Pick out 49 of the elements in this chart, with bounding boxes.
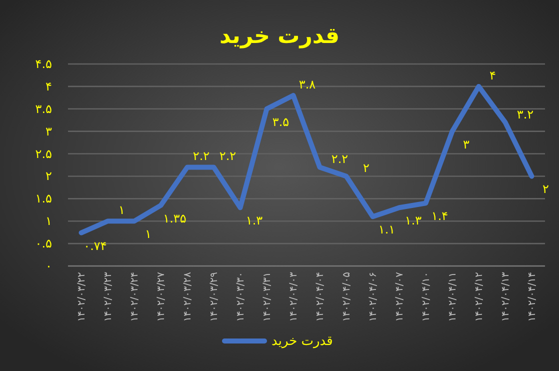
data-label: ۳.۸: [298, 77, 316, 92]
data-label: ۲.۲: [192, 149, 210, 164]
x-tick-label: ۱۴۰۲/۰۴/۱۲: [474, 272, 485, 322]
y-tick-label: ۰.۵: [35, 236, 52, 251]
data-label: ۱: [118, 203, 125, 218]
y-tick-label: ۳: [46, 124, 53, 138]
data-label: ۳: [463, 137, 470, 152]
data-label: ۱.۱: [378, 222, 396, 237]
data-label: ۲.۲: [219, 149, 236, 164]
x-tick-label: ۱۴۰۲/۰۴/۱۱: [447, 272, 458, 322]
data-label: ۱.۴: [431, 209, 448, 224]
data-label: ۰.۷۴: [84, 238, 107, 253]
y-tick-label: ۴.۵: [35, 57, 52, 71]
x-tick-label: ۱۴۰۲/۰۴/۰۴: [314, 272, 326, 322]
data-label: ۳.۲: [516, 107, 534, 122]
y-tick-label: ۱: [46, 214, 52, 228]
x-tick-label: ۱۴۰۲/۰۴/۱۳: [500, 271, 512, 322]
data-label: ۴: [490, 68, 496, 82]
data-label: ۲: [363, 161, 370, 176]
data-label: ۳.۵: [272, 114, 290, 129]
x-tick-label: ۱۴۰۲/۰۳/۲۸: [182, 271, 194, 322]
x-tick-label: ۱۴۰۲/۰۴/۰۳: [288, 271, 300, 322]
x-tick-label: ۱۴۰۲/۰۴/۰۶: [368, 272, 379, 322]
y-tick-label: ۴: [46, 79, 52, 94]
data-label: ۱.۳: [246, 214, 264, 228]
data-label: ۲: [542, 182, 549, 196]
legend-label: قدرت خرید: [272, 334, 333, 349]
y-tick-label: ۰: [46, 259, 52, 273]
x-tick-label: ۱۴۰۲/۰۳/۳۰: [235, 272, 246, 322]
x-tick-label: ۱۴۰۲/۰۴/۱۴: [526, 272, 538, 322]
x-tick-label: ۱۴۰۲/۰۳/۲۹: [208, 272, 220, 322]
y-tick-label: ۲: [46, 169, 52, 184]
x-tick-label: ۱۴۰۲/۰۳/۳۱: [262, 272, 273, 322]
y-tick-label: ۲.۵: [35, 146, 52, 161]
data-label: ۱.۳۵: [163, 211, 186, 226]
legend: قدرت خرید: [222, 334, 333, 349]
x-tick-label: ۱۴۰۲/۰۳/۲۲: [76, 272, 88, 322]
x-tick-label: ۱۴۰۲/۰۴/۱۰: [420, 272, 432, 322]
x-tick-label: ۱۴۰۲/۰۳/۲۷: [156, 271, 167, 322]
y-tick-label: ۳.۵: [35, 102, 52, 116]
data-label: ۱.۳: [404, 214, 422, 228]
x-tick-label: ۱۴۰۲/۰۳/۲۳: [102, 271, 114, 322]
x-tick-label: ۱۴۰۲/۰۴/۰۷: [394, 271, 406, 322]
data-label: ۱: [145, 227, 152, 242]
x-tick-label: ۱۴۰۲/۰۴/۰۵: [341, 272, 352, 322]
x-tick-label: ۱۴۰۲/۰۳/۲۴: [129, 272, 140, 322]
y-tick-label: ۱.۵: [35, 192, 52, 206]
chart-title: قدرت خرید: [219, 24, 340, 49]
data-label: ۲.۲: [331, 152, 348, 166]
